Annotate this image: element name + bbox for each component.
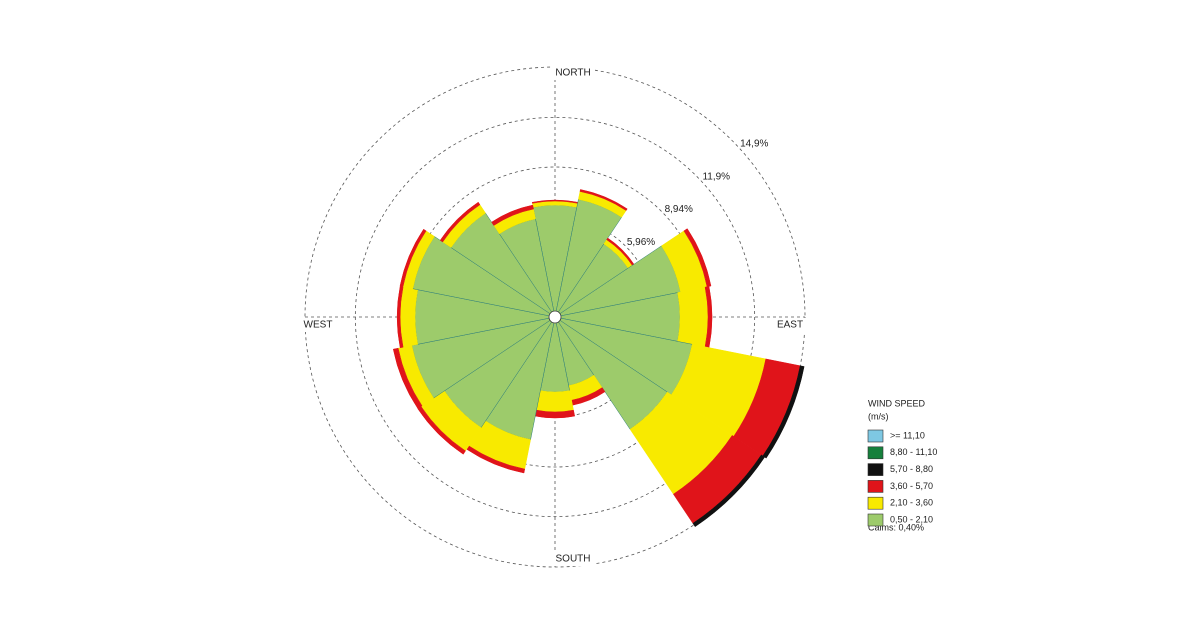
sector xyxy=(536,390,574,413)
legend-swatch xyxy=(867,513,884,527)
sector xyxy=(392,347,423,409)
ring-label: 8,94% xyxy=(665,204,693,215)
calms-label: Calms: 0,40% xyxy=(868,522,924,532)
legend-label: 3,60 - 5,70 xyxy=(890,481,933,491)
direction-label-bg xyxy=(768,318,812,332)
legend-label: 5,70 - 8,80 xyxy=(890,464,933,474)
calms-circle xyxy=(548,310,562,324)
direction-label: SOUTH xyxy=(556,554,591,565)
legend-label: 8,80 - 11,10 xyxy=(890,447,937,457)
ring-label: 14,9% xyxy=(740,138,768,149)
legend-swatch xyxy=(867,446,884,460)
sector xyxy=(399,228,427,288)
legend-title: WIND SPEED xyxy=(868,398,926,408)
direction-label-bg xyxy=(551,552,595,566)
ring xyxy=(354,116,756,518)
sector xyxy=(692,454,766,528)
legend-unit: (m/s) xyxy=(868,411,889,421)
ring-label: 5,96% xyxy=(627,237,655,248)
direction-label: EAST xyxy=(777,320,803,331)
legend-swatch xyxy=(867,463,884,476)
direction-label: NORTH xyxy=(555,68,590,79)
ring-label: 11,9% xyxy=(702,171,730,182)
legend-swatch xyxy=(867,496,884,510)
legend-swatch xyxy=(867,480,884,493)
sector xyxy=(399,286,419,348)
sector xyxy=(683,228,712,288)
legend-label: >= 11,10 xyxy=(890,430,925,440)
legend-swatch xyxy=(867,429,884,443)
direction-label-bg xyxy=(551,66,595,80)
sector xyxy=(439,201,481,243)
sector xyxy=(677,286,709,348)
direction-label-bg xyxy=(296,318,340,332)
sector xyxy=(491,204,534,226)
legend-label: 2,10 - 3,60 xyxy=(890,498,933,508)
direction-label: WEST xyxy=(304,320,333,331)
sector xyxy=(762,365,805,459)
sector xyxy=(579,189,628,211)
legend-label: 0,50 - 2,10 xyxy=(890,514,933,524)
